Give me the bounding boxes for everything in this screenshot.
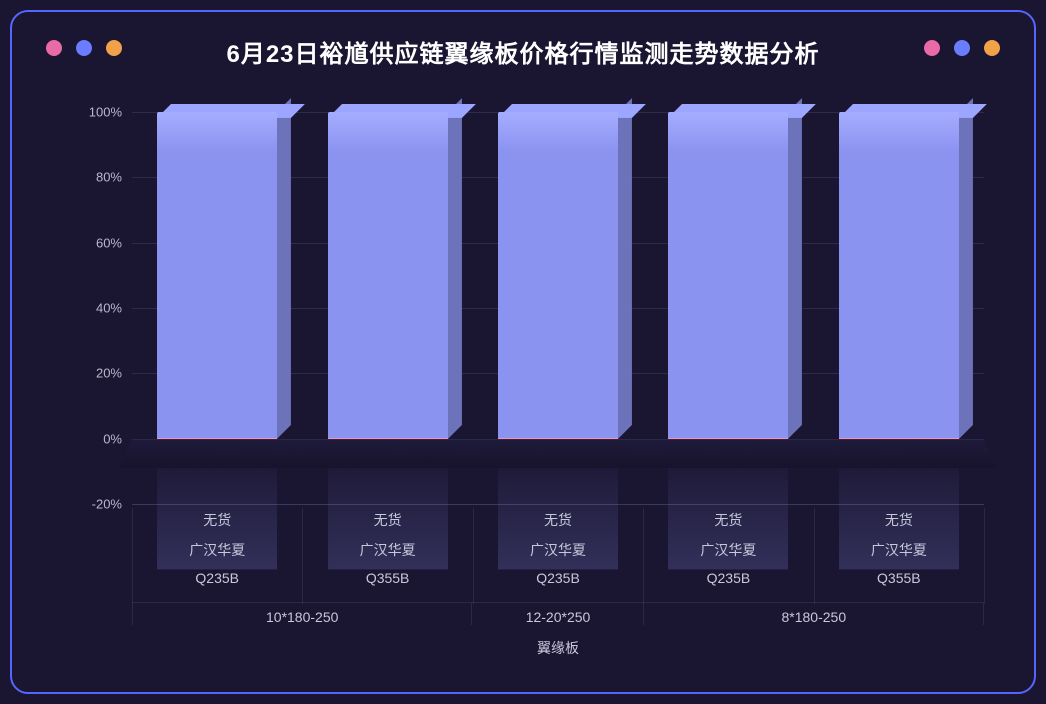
- bar-slot: [473, 112, 643, 439]
- x-group-row: 10*180-25012-20*2508*180-250: [132, 602, 984, 625]
- x-label-level3: Q355B: [814, 570, 984, 586]
- x-row-level2: 广汉华夏广汉华夏广汉华夏广汉华夏广汉华夏: [132, 540, 984, 560]
- x-axis-title: 翼缘板: [132, 638, 984, 658]
- x-separator: [984, 508, 985, 604]
- bars-container: [132, 112, 984, 439]
- y-tick-label: 100%: [89, 105, 132, 120]
- bar-slot: [643, 112, 813, 439]
- y-tick-label: 80%: [96, 170, 132, 185]
- x-axis-top-border: [132, 504, 984, 505]
- x-label-level1: 无货: [473, 510, 643, 530]
- x-label-level2: 广汉华夏: [132, 540, 302, 560]
- x-label-level1: 无货: [814, 510, 984, 530]
- x-label-level3: Q355B: [302, 570, 472, 586]
- bar: [157, 112, 277, 439]
- bar-slot: [814, 112, 984, 439]
- x-label-level2: 广汉华夏: [302, 540, 472, 560]
- x-label-level3: Q235B: [643, 570, 813, 586]
- x-label-level2: 广汉华夏: [814, 540, 984, 560]
- x-row-level3: Q235BQ355BQ235BQ235BQ355B: [132, 570, 984, 586]
- x-group-cell: 10*180-250: [132, 603, 472, 625]
- bar-slot: [132, 112, 302, 439]
- y-tick-label: 40%: [96, 301, 132, 316]
- chart-title: 6月23日裕馗供应链翼缘板价格行情监测走势数据分析: [12, 34, 1034, 69]
- y-tick-label: 20%: [96, 366, 132, 381]
- x-row-level1: 无货无货无货无货无货: [132, 510, 984, 530]
- y-tick-label: 0%: [103, 431, 132, 446]
- bar-slot: [302, 112, 472, 439]
- plot-floor: [119, 439, 996, 468]
- x-label-level3: Q235B: [473, 570, 643, 586]
- x-label-level1: 无货: [132, 510, 302, 530]
- bar: [498, 112, 618, 439]
- y-tick-label: 60%: [96, 235, 132, 250]
- bar: [668, 112, 788, 439]
- plot-region: -20%0%20%40%60%80%100%: [132, 112, 984, 504]
- x-group-cell: 8*180-250: [644, 603, 984, 625]
- x-label-level1: 无货: [302, 510, 472, 530]
- x-label-level2: 广汉华夏: [643, 540, 813, 560]
- bar: [839, 112, 959, 439]
- x-label-level3: Q235B: [132, 570, 302, 586]
- chart-frame: 6月23日裕馗供应链翼缘板价格行情监测走势数据分析 -20%0%20%40%60…: [10, 10, 1036, 694]
- bar: [328, 112, 448, 439]
- y-tick-label: -20%: [92, 497, 132, 512]
- chart-area: -20%0%20%40%60%80%100% 无货无货无货无货无货广汉华夏广汉华…: [82, 112, 984, 662]
- x-label-level2: 广汉华夏: [473, 540, 643, 560]
- x-label-level1: 无货: [643, 510, 813, 530]
- x-axis: 无货无货无货无货无货广汉华夏广汉华夏广汉华夏广汉华夏广汉华夏Q235BQ355B…: [132, 504, 984, 662]
- x-group-cell: 12-20*250: [472, 603, 643, 625]
